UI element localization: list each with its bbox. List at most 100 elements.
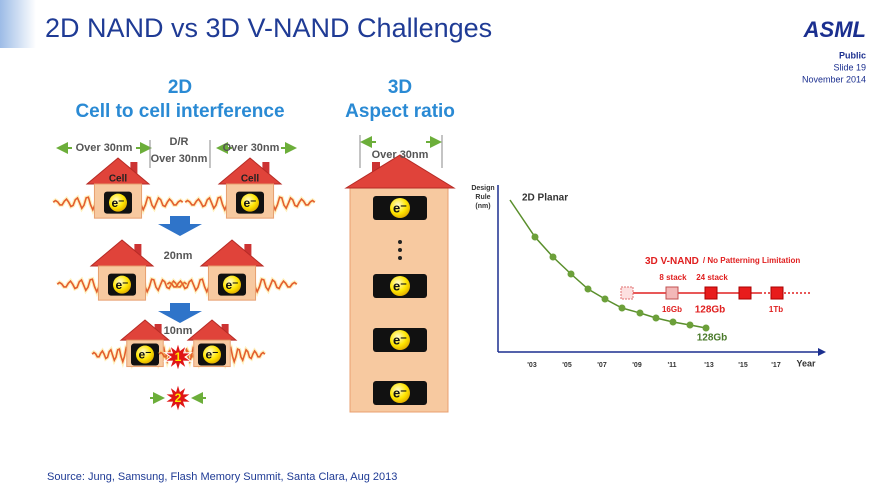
planar-point <box>601 295 609 303</box>
planar-point <box>618 304 626 312</box>
planar-point <box>686 321 694 329</box>
x-tick-label: '15 <box>738 362 748 369</box>
planar-point <box>584 285 592 293</box>
stack-cube <box>620 286 634 300</box>
planar-point <box>702 324 710 332</box>
x-tick-label: '17 <box>771 362 781 369</box>
electron <box>136 345 154 364</box>
source-note: Source: Jung, Samsung, Flash Memory Summ… <box>47 471 397 483</box>
x-tick-label: '09 <box>632 362 642 369</box>
cell-label: Cell <box>241 174 260 185</box>
electron <box>203 345 221 364</box>
x-tick-label: '05 <box>562 362 572 369</box>
electron <box>109 193 127 212</box>
capacity-label: 1Tb <box>769 305 783 314</box>
chimney <box>262 162 270 174</box>
panel-subheading: Aspect ratio <box>345 101 455 122</box>
capacity-label: 128Gb <box>695 305 726 316</box>
planar-point <box>636 309 644 317</box>
stack-cube <box>738 286 752 300</box>
x-tick-label: '07 <box>597 362 607 369</box>
series-label: 2D Planar <box>522 193 568 204</box>
electron-label: e⁻ <box>393 332 407 347</box>
ellipsis-dot <box>398 256 402 260</box>
electron-label: e⁻ <box>138 348 151 362</box>
interference-number: 2 <box>175 391 182 405</box>
electron <box>390 198 410 218</box>
electron-label: e⁻ <box>393 278 407 293</box>
date: November 2014 <box>802 74 866 84</box>
y-axis-label: (nm) <box>475 203 490 210</box>
series-label-note: / No Patterning Limitation <box>703 256 800 265</box>
ellipsis-dot <box>398 240 402 244</box>
panel-heading: 2D <box>168 77 192 98</box>
electron <box>241 193 259 212</box>
y-axis-label: Rule <box>475 194 490 201</box>
roof <box>119 319 171 341</box>
electron-label: e⁻ <box>225 278 238 292</box>
stack-label: 24 stack <box>696 273 728 282</box>
tower-body <box>349 185 449 413</box>
pitch-label: Over 30nm <box>76 142 133 154</box>
chimney <box>221 324 229 336</box>
electron <box>223 275 241 294</box>
pitch-label: Over 30nm <box>223 142 280 154</box>
axis-arrow <box>818 348 826 356</box>
roof <box>199 239 265 267</box>
electron <box>390 330 410 350</box>
header-strip <box>0 0 36 48</box>
electron <box>390 276 410 296</box>
planar-point <box>549 253 557 261</box>
logo: ASML <box>803 17 866 42</box>
electron-label: e⁻ <box>243 196 256 210</box>
dr-label: D/R <box>170 136 189 148</box>
slide-title: 2D NAND vs 3D V-NAND Challenges <box>45 13 492 43</box>
x-tick-label: '11 <box>667 362 676 369</box>
panel-heading: 3D <box>388 77 412 98</box>
roof <box>89 239 155 267</box>
planar-point <box>652 314 660 322</box>
electron-label: e⁻ <box>111 196 124 210</box>
electron-label: e⁻ <box>393 385 407 400</box>
planar-point <box>531 233 539 241</box>
step-label: 10nm <box>164 325 193 337</box>
stack-label: 8 stack <box>659 273 687 282</box>
ellipsis-dot <box>398 248 402 252</box>
stack-cube <box>665 286 679 300</box>
step-arrow <box>158 216 202 236</box>
series-label-name: 3D V-NAND <box>645 256 699 267</box>
electron <box>113 275 131 294</box>
panel-subheading: Cell to cell interference <box>75 101 284 122</box>
electron-label: e⁻ <box>115 278 128 292</box>
x-tick-label: '03 <box>527 362 537 369</box>
roof <box>186 319 238 341</box>
electron-label: e⁻ <box>393 200 407 215</box>
chimney <box>154 324 162 336</box>
y-axis-label: Design <box>471 185 494 192</box>
interference-number: 1 <box>175 350 182 364</box>
slide-number: Slide 19 <box>833 62 866 72</box>
planar-point <box>669 318 677 326</box>
chimney <box>244 244 252 256</box>
stack-cube <box>704 286 718 300</box>
capacity-label: 16Gb <box>662 305 682 314</box>
step-arrow <box>158 303 202 323</box>
roof <box>344 154 456 189</box>
interference-star <box>163 382 193 414</box>
dr-value: Over 30nm <box>151 153 208 165</box>
chimney <box>372 162 380 176</box>
planar-point <box>567 270 575 278</box>
series-label: 3D V-NAND / No Patterning Limitation <box>645 256 800 267</box>
electron <box>390 383 410 403</box>
illustrations: Over 30nm D/R Over 30nm Over 30nm Cell e⁻ Cell… <box>52 135 826 414</box>
step-label: 20nm <box>164 250 193 262</box>
capacity-label: 128Gb <box>697 333 728 344</box>
x-tick-label: '13 <box>704 362 714 369</box>
x-axis-label: Year <box>796 358 816 368</box>
classification: Public <box>839 50 866 60</box>
interference-star <box>163 341 193 373</box>
chimney <box>130 162 138 174</box>
stack-cube <box>770 286 784 300</box>
cell-label: Cell <box>109 174 128 185</box>
